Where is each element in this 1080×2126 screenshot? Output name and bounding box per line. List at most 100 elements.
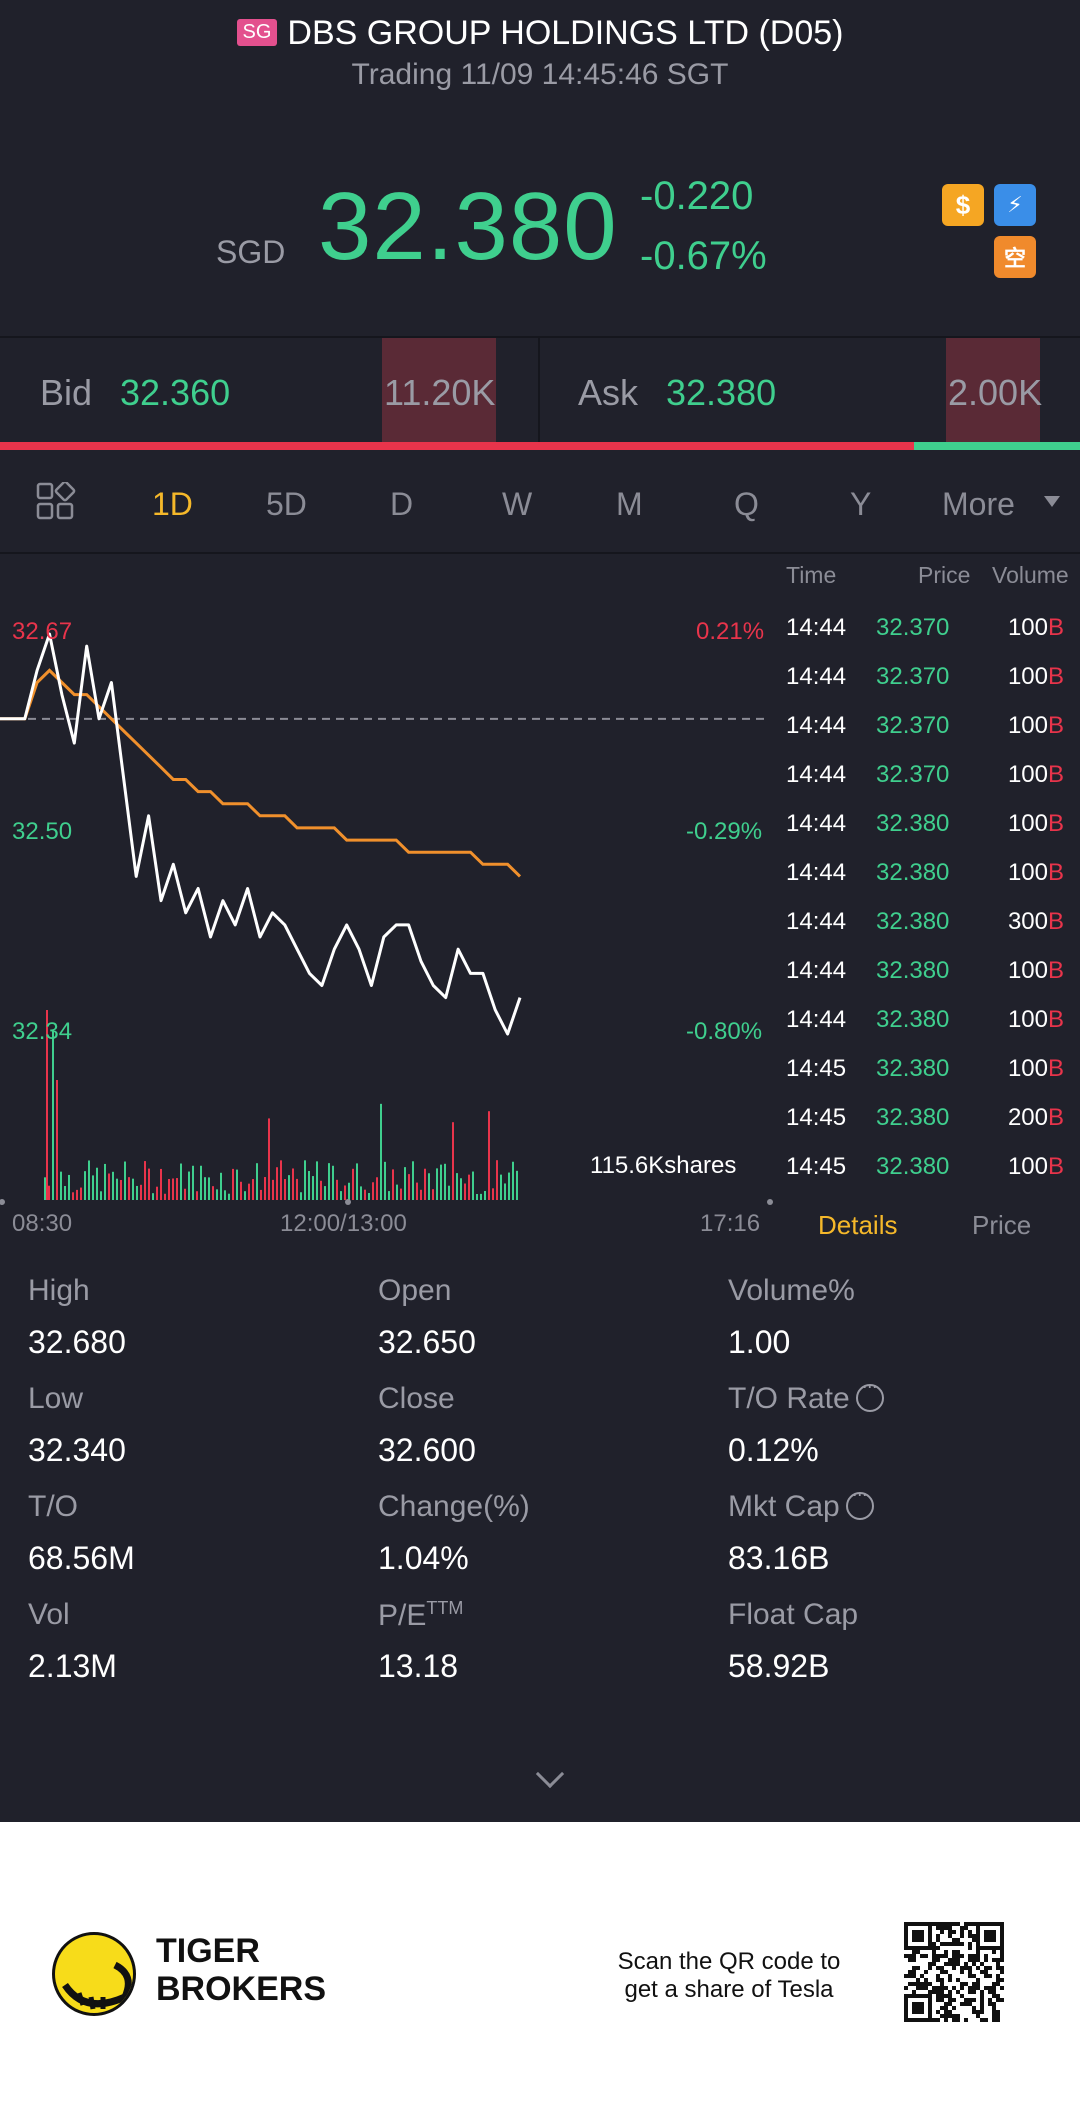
volume-bar [476,1193,478,1200]
volume-bar [492,1188,494,1200]
trade-row: 14:44 32.380 100B [780,800,1080,849]
stat-mkt-cap-text: Mkt Cap [728,1490,840,1523]
volume-bar [436,1168,438,1200]
volume-bar [356,1163,358,1200]
currency-label: SGD [216,234,286,270]
qr-caption-line-2: get a share of Tesla [624,1976,834,2003]
chevron-down-icon[interactable] [1044,496,1060,507]
bid-ask-panel: Bid 32.360 11.20K Ask 32.380 2.00K [0,336,1080,446]
stock-title: SG DBS GROUP HOLDINGS LTD (D05) [0,14,1080,53]
trades-header-time: Time [786,562,837,588]
stat-to-label: T/O [28,1490,78,1523]
tab-price[interactable]: Price [972,1210,1032,1240]
volume-bar [140,1184,142,1200]
chart-canvas[interactable] [0,556,780,1216]
trade-volume: 100B [1007,712,1064,739]
time-and-sales[interactable]: Time Price Volume 14:44 32.370 100B 14:44 32… [780,556,1080,1196]
bid-label: Bid [40,372,93,413]
tab-5d[interactable]: 5D [266,486,307,522]
volume-bar [288,1175,290,1200]
volume-bar [132,1178,134,1200]
volume-total-label: 115.6Kshares [590,1152,737,1179]
y-axis-mid: 32.50 [12,818,73,845]
tab-more[interactable]: More [942,486,1015,522]
pct-axis-top: 0.21% [696,618,765,645]
trade-volume: 100B [1007,614,1064,641]
volume-bar [196,1191,198,1200]
volume-bar [416,1182,418,1200]
volume-bar [328,1163,330,1200]
ask-qty: 2.00K [948,372,1043,413]
volume-bar [332,1165,334,1200]
volume-bar [412,1161,414,1200]
dollar-icon[interactable]: $ [942,184,984,226]
tiger-logo-icon [52,1932,136,2016]
bid-price: 32.360 [120,372,231,413]
flash-icon[interactable]: ⚡ [994,184,1036,226]
stat-high-label: High [28,1274,90,1307]
trade-side: B [1047,1104,1064,1131]
volume-bar [352,1168,354,1200]
header: SG DBS GROUP HOLDINGS LTD (D05) Trading 1… [0,0,1080,100]
trade-price: 32.380 [876,1104,950,1131]
tab-m[interactable]: M [616,486,643,522]
y-axis-top: 32.67 [12,618,73,645]
tab-1d[interactable]: 1D [152,486,193,522]
tab-q[interactable]: Q [734,486,759,522]
volume-bar [228,1193,230,1200]
trade-row: 14:44 32.380 100B [780,947,1080,996]
stat-pe-value: 13.18 [378,1648,459,1684]
volume-bar [300,1192,302,1200]
stat-low-label: Low [28,1382,84,1415]
stat-to-value: 68.56M [28,1540,135,1576]
volume-bar [500,1174,502,1200]
trade-price: 32.380 [876,810,950,837]
tab-w[interactable]: W [502,486,533,522]
volume-bar [96,1167,98,1200]
qr-caption-line-1: Scan the QR code to [617,1948,841,1975]
brand-line-1: TIGER [156,1932,260,1970]
stat-open-label: Open [378,1274,452,1307]
volume-bar [100,1191,102,1200]
layout-grid-icon[interactable] [36,482,76,522]
tab-d[interactable]: D [390,486,414,522]
trade-volume: 100B [1007,761,1064,788]
more-info-icon[interactable] [845,1484,874,1520]
tab-details[interactable]: Details [818,1210,898,1240]
volume-bar [376,1177,378,1200]
ask-ratio-fill [913,442,1080,450]
trade-price: 32.380 [876,908,950,935]
qr-caption: Scan the QR code to get a share of Tesla [600,1948,858,2004]
volume-bar [168,1179,170,1200]
pct-axis-mid: -0.29% [686,818,763,845]
volume-bar [488,1111,490,1200]
stock-quote-screen: SG DBS GROUP HOLDINGS LTD (D05) Trading 1… [0,0,1080,1822]
volume-bar [44,1177,46,1200]
time-axis-start: 08:30 [12,1210,73,1237]
intraday-chart[interactable]: 32.67 32.50 32.34 0.21% -0.29% -0.80% 11… [0,556,780,1216]
trade-price: 32.380 [876,1055,950,1082]
short-sell-icon[interactable]: 空 [994,236,1036,278]
tab-y[interactable]: Y [850,486,872,522]
volume-bar [148,1168,150,1200]
stat-volume-pct-value: 1.00 [728,1324,791,1360]
volume-bar [472,1171,474,1200]
volume-bar [76,1189,78,1200]
volume-bar [296,1178,298,1200]
volume-bar [316,1161,318,1200]
stat-to-rate-text: T/O Rate [728,1382,850,1415]
price-change-pct: -0.67% [640,234,767,278]
trade-side: B [1047,1055,1064,1082]
qr-code-icon[interactable] [904,1922,1004,2022]
stat-mkt-cap-label: Mkt Cap [728,1484,874,1524]
volume-bar [368,1193,370,1200]
trade-time: 14:44 [786,614,847,641]
brand-line-2: BROKERS [156,1970,327,2008]
volume-bar [464,1183,466,1200]
expand-chevron-icon[interactable] [535,1759,565,1789]
trade-volume: 100B [1007,859,1064,886]
volume-bar [440,1164,442,1200]
axis-dot-start [0,1199,5,1205]
trade-price: 32.370 [876,712,950,739]
more-info-icon[interactable] [855,1376,884,1412]
